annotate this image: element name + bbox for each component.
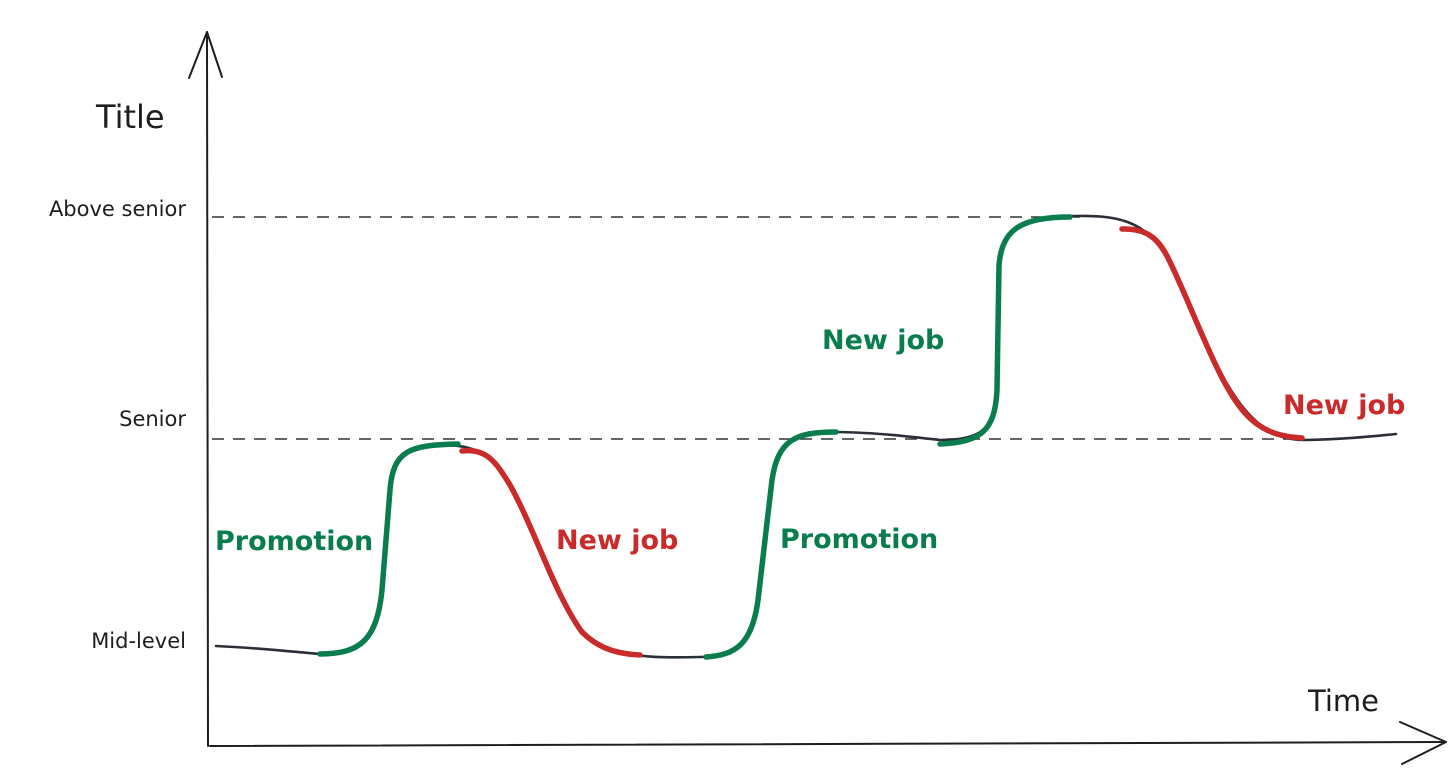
promotion-segment-1: [317, 441, 461, 657]
senior-label: Senior: [119, 407, 186, 431]
above-senior-label: Above senior: [49, 197, 186, 221]
y-axis-arrowhead: [188, 31, 223, 79]
new-job-label-3: New job: [1283, 390, 1405, 421]
new-job-label-1: New job: [556, 525, 678, 556]
promotion-segment-2: [703, 429, 839, 660]
x-axis-arrowhead: [1399, 721, 1447, 765]
y-axis-line: [206, 31, 209, 747]
y-axis-title: Title: [95, 98, 165, 136]
promotion-label-2: Promotion: [780, 524, 938, 555]
new-job-segment-2: [937, 214, 1073, 447]
x-axis-title: Time: [1307, 684, 1379, 718]
new-job-segment-3: [1119, 226, 1305, 441]
new-job-segment-1: [459, 447, 643, 658]
new-job-label-2: New job: [822, 325, 944, 356]
x-axis-line: [209, 741, 1447, 747]
promotion-label-1: Promotion: [215, 526, 373, 557]
mid-level-label: Mid-level: [91, 629, 186, 653]
